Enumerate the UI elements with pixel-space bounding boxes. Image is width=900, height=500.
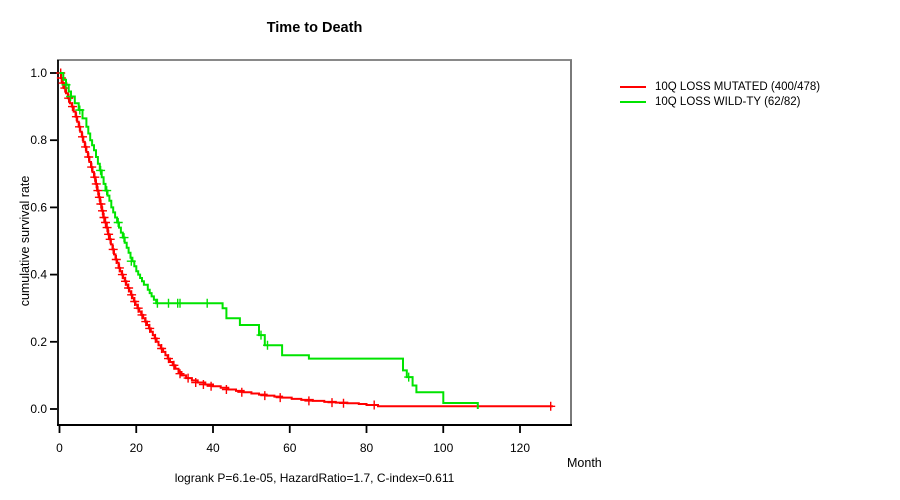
legend-line-swatch-wildtype — [620, 100, 646, 103]
y-tick-label: 1.0 — [30, 66, 47, 80]
x-tick-label: 100 — [433, 441, 453, 455]
survival-curve-wildtype — [59, 72, 479, 409]
y-tick-label: 0.6 — [30, 200, 47, 214]
legend-label-mutated: 10Q LOSS MUTATED (400/478) — [655, 80, 821, 93]
censor-marks-wildtype — [61, 80, 414, 382]
y-tick-label: 0.0 — [30, 402, 47, 416]
legend-item-wildtype: 10Q LOSS WILD-TY (62/82) — [620, 94, 820, 109]
x-tick-label: 0 — [56, 441, 63, 455]
x-tick-label: 40 — [206, 441, 220, 455]
y-tick-label: 0.4 — [30, 268, 47, 282]
x-tick-label: 60 — [283, 441, 297, 455]
legend-item-mutated: 10Q LOSS MUTATED (400/478) — [620, 79, 820, 94]
x-axis-label: Month — [567, 456, 602, 470]
y-tick-label: 0.8 — [30, 133, 47, 147]
legend-label-wildtype: 10Q LOSS WILD-TY (62/82) — [655, 95, 801, 108]
x-tick-label: 80 — [360, 441, 374, 455]
legend: 10Q LOSS MUTATED (400/478) 10Q LOSS WILD… — [620, 79, 820, 109]
stats-annotation: logrank P=6.1e-05, HazardRatio=1.7, C-in… — [174, 471, 455, 485]
x-tick-label: 120 — [510, 441, 530, 455]
survival-curve-mutated — [59, 72, 553, 408]
x-tick-label: 20 — [130, 441, 144, 455]
y-axis-label: cumulative survival rate — [18, 175, 32, 307]
y-tick-label: 0.2 — [30, 335, 47, 349]
chart-title: Time to Death — [266, 20, 363, 36]
censor-marks-mutated — [56, 68, 556, 411]
legend-line-swatch-mutated — [620, 85, 646, 88]
